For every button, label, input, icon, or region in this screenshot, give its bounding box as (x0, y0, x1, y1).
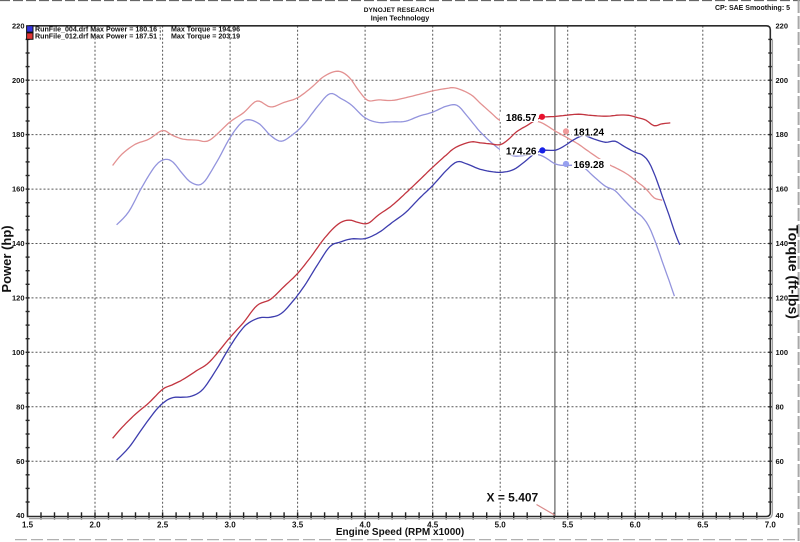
svg-text:160: 160 (12, 185, 25, 194)
svg-text:3.0: 3.0 (225, 521, 237, 530)
svg-text:80: 80 (16, 402, 24, 411)
svg-text:RunFile_012.drf Max Power = 18: RunFile_012.drf Max Power = 187.51 ; (35, 33, 161, 41)
svg-text:Max Torque = 194.96: Max Torque = 194.96 (171, 25, 240, 33)
svg-text:4.5: 4.5 (427, 521, 439, 530)
svg-text:220: 220 (12, 21, 25, 30)
svg-text:CP: SAE Smoothing: 5: CP: SAE Smoothing: 5 (715, 5, 790, 12)
svg-text:5.0: 5.0 (495, 521, 507, 530)
svg-text:DYNOJET RESEARCH: DYNOJET RESEARCH (364, 7, 435, 14)
svg-text:120: 120 (12, 294, 25, 303)
svg-text:120: 120 (776, 294, 789, 303)
svg-text:100: 100 (776, 348, 789, 357)
svg-text:200: 200 (12, 76, 25, 85)
svg-text:2.5: 2.5 (157, 521, 169, 530)
svg-text:4.0: 4.0 (360, 521, 372, 530)
svg-text:1.5: 1.5 (22, 521, 34, 530)
svg-text:186.57: 186.57 (506, 113, 537, 124)
svg-text:200: 200 (776, 76, 789, 85)
svg-text:174.26: 174.26 (506, 147, 537, 158)
svg-text:160: 160 (776, 185, 789, 194)
svg-text:181.24: 181.24 (574, 127, 605, 138)
svg-text:180: 180 (776, 130, 789, 139)
svg-text:Torque (ft-lbs): Torque (ft-lbs) (786, 225, 800, 319)
svg-text:80: 80 (776, 402, 784, 411)
svg-text:X = 5.407: X = 5.407 (487, 491, 539, 505)
svg-text:7.0: 7.0 (765, 521, 777, 530)
svg-text:60: 60 (16, 457, 24, 466)
svg-text:Max Torque = 203.19: Max Torque = 203.19 (171, 33, 240, 41)
svg-text:2.0: 2.0 (89, 521, 101, 530)
svg-text:140: 140 (12, 239, 25, 248)
svg-text:220: 220 (776, 21, 789, 30)
svg-text:60: 60 (776, 457, 784, 466)
svg-text:3.5: 3.5 (292, 521, 304, 530)
svg-text:40: 40 (16, 511, 24, 520)
svg-text:Engine Speed (RPM x1000): Engine Speed (RPM x1000) (336, 527, 464, 538)
svg-text:RunFile_004.drf Max Power = 18: RunFile_004.drf Max Power = 180.16 ; (35, 25, 161, 33)
svg-text:100: 100 (12, 348, 25, 357)
svg-text:6.0: 6.0 (630, 521, 642, 530)
svg-text:5.5: 5.5 (562, 521, 574, 530)
svg-text:6.5: 6.5 (697, 521, 709, 530)
svg-text:180: 180 (12, 130, 25, 139)
svg-text:140: 140 (776, 239, 789, 248)
svg-text:Injen Technology: Injen Technology (371, 14, 430, 23)
svg-text:40: 40 (776, 511, 784, 520)
svg-text:169.28: 169.28 (574, 160, 605, 171)
svg-text:Power (hp): Power (hp) (0, 225, 14, 292)
